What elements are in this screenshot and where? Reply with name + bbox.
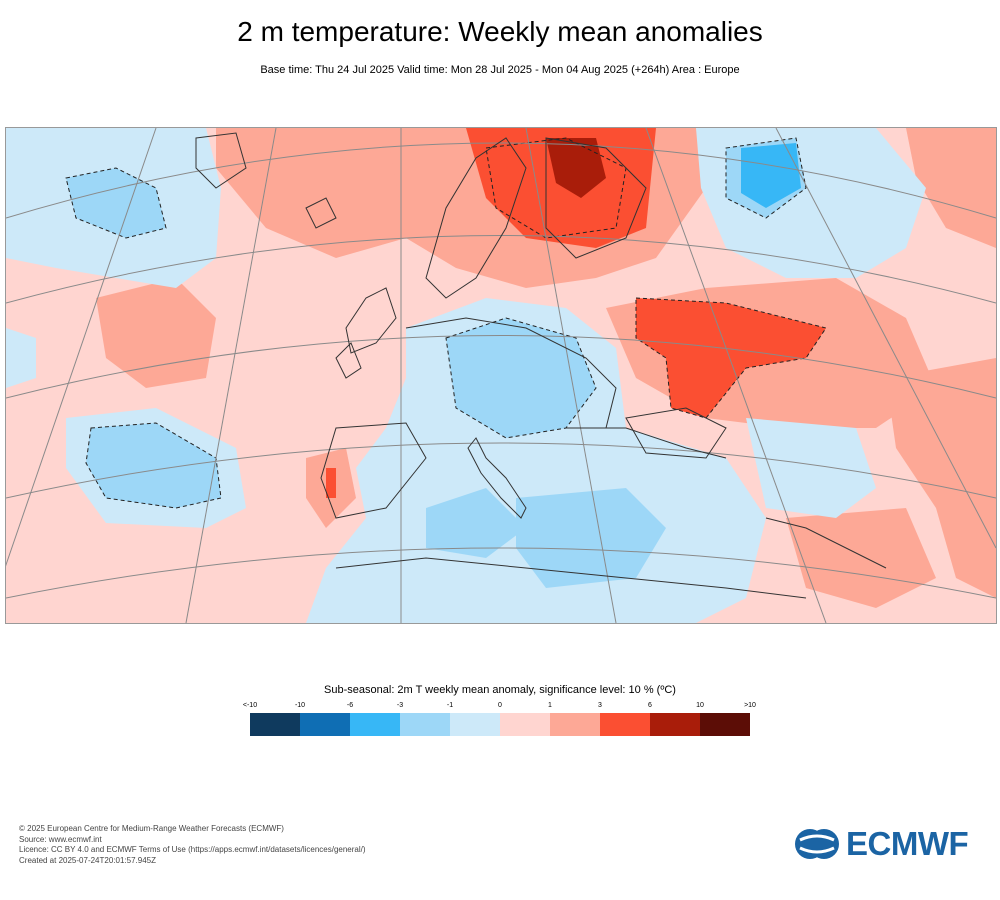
legend-tick: -10: [294, 702, 306, 709]
ecmwf-logo: ECMWF: [794, 825, 969, 862]
legend-swatch: [500, 713, 550, 736]
footer-licence: Licence: CC BY 4.0 and ECMWF Terms of Us…: [19, 845, 366, 854]
legend-swatch: [600, 713, 650, 736]
cool-anomaly-areas: [6, 128, 926, 623]
legend-swatch: [450, 713, 500, 736]
legend-colorbar: [250, 713, 750, 736]
legend-tick: 10: [696, 702, 704, 709]
legend-tick: 0: [498, 702, 502, 709]
legend-title: Sub-seasonal: 2m T weekly mean anomaly, …: [324, 684, 676, 696]
legend-tick: -6: [346, 702, 354, 709]
legend-tick: -3: [396, 702, 404, 709]
footer-source: Source: www.ecmwf.int: [19, 834, 102, 844]
ecmwf-logo-icon: [795, 829, 839, 859]
ecmwf-logo-text: ECMWF: [846, 825, 969, 862]
legend-tick: 1: [548, 702, 552, 709]
footer-credits: © 2025 European Centre for Medium-Range …: [19, 824, 366, 866]
legend-swatch: [300, 713, 350, 736]
coastlines: [195, 132, 887, 599]
graticule: [6, 128, 996, 623]
map-subtitle: Base time: Thu 24 Jul 2025 Valid time: M…: [260, 64, 740, 76]
map-title: 2 m temperature: Weekly mean anomalies: [237, 16, 763, 47]
legend-swatch: [350, 713, 400, 736]
legend-tick: <-10: [242, 702, 258, 709]
anomaly-map-canvas: [6, 128, 996, 623]
legend-tick: -1: [446, 702, 454, 709]
anomaly-map: [5, 127, 997, 624]
legend-swatch: [400, 713, 450, 736]
legend-swatch: [700, 713, 750, 736]
legend-swatch: [650, 713, 700, 736]
significance-contours: [65, 137, 827, 509]
legend-swatch: [250, 713, 300, 736]
legend-tick: >10: [744, 702, 756, 709]
legend-swatch: [550, 713, 600, 736]
legend-tick: 3: [598, 702, 602, 709]
legend-ticks: <-10 -10 -6 -3 -1 0 1 3 6 10 >10: [243, 702, 756, 712]
footer-copyright: © 2025 European Centre for Medium-Range …: [19, 824, 284, 833]
footer-created: Created at 2025-07-24T20:01:57.945Z: [19, 855, 156, 865]
legend-tick: 6: [648, 702, 652, 709]
